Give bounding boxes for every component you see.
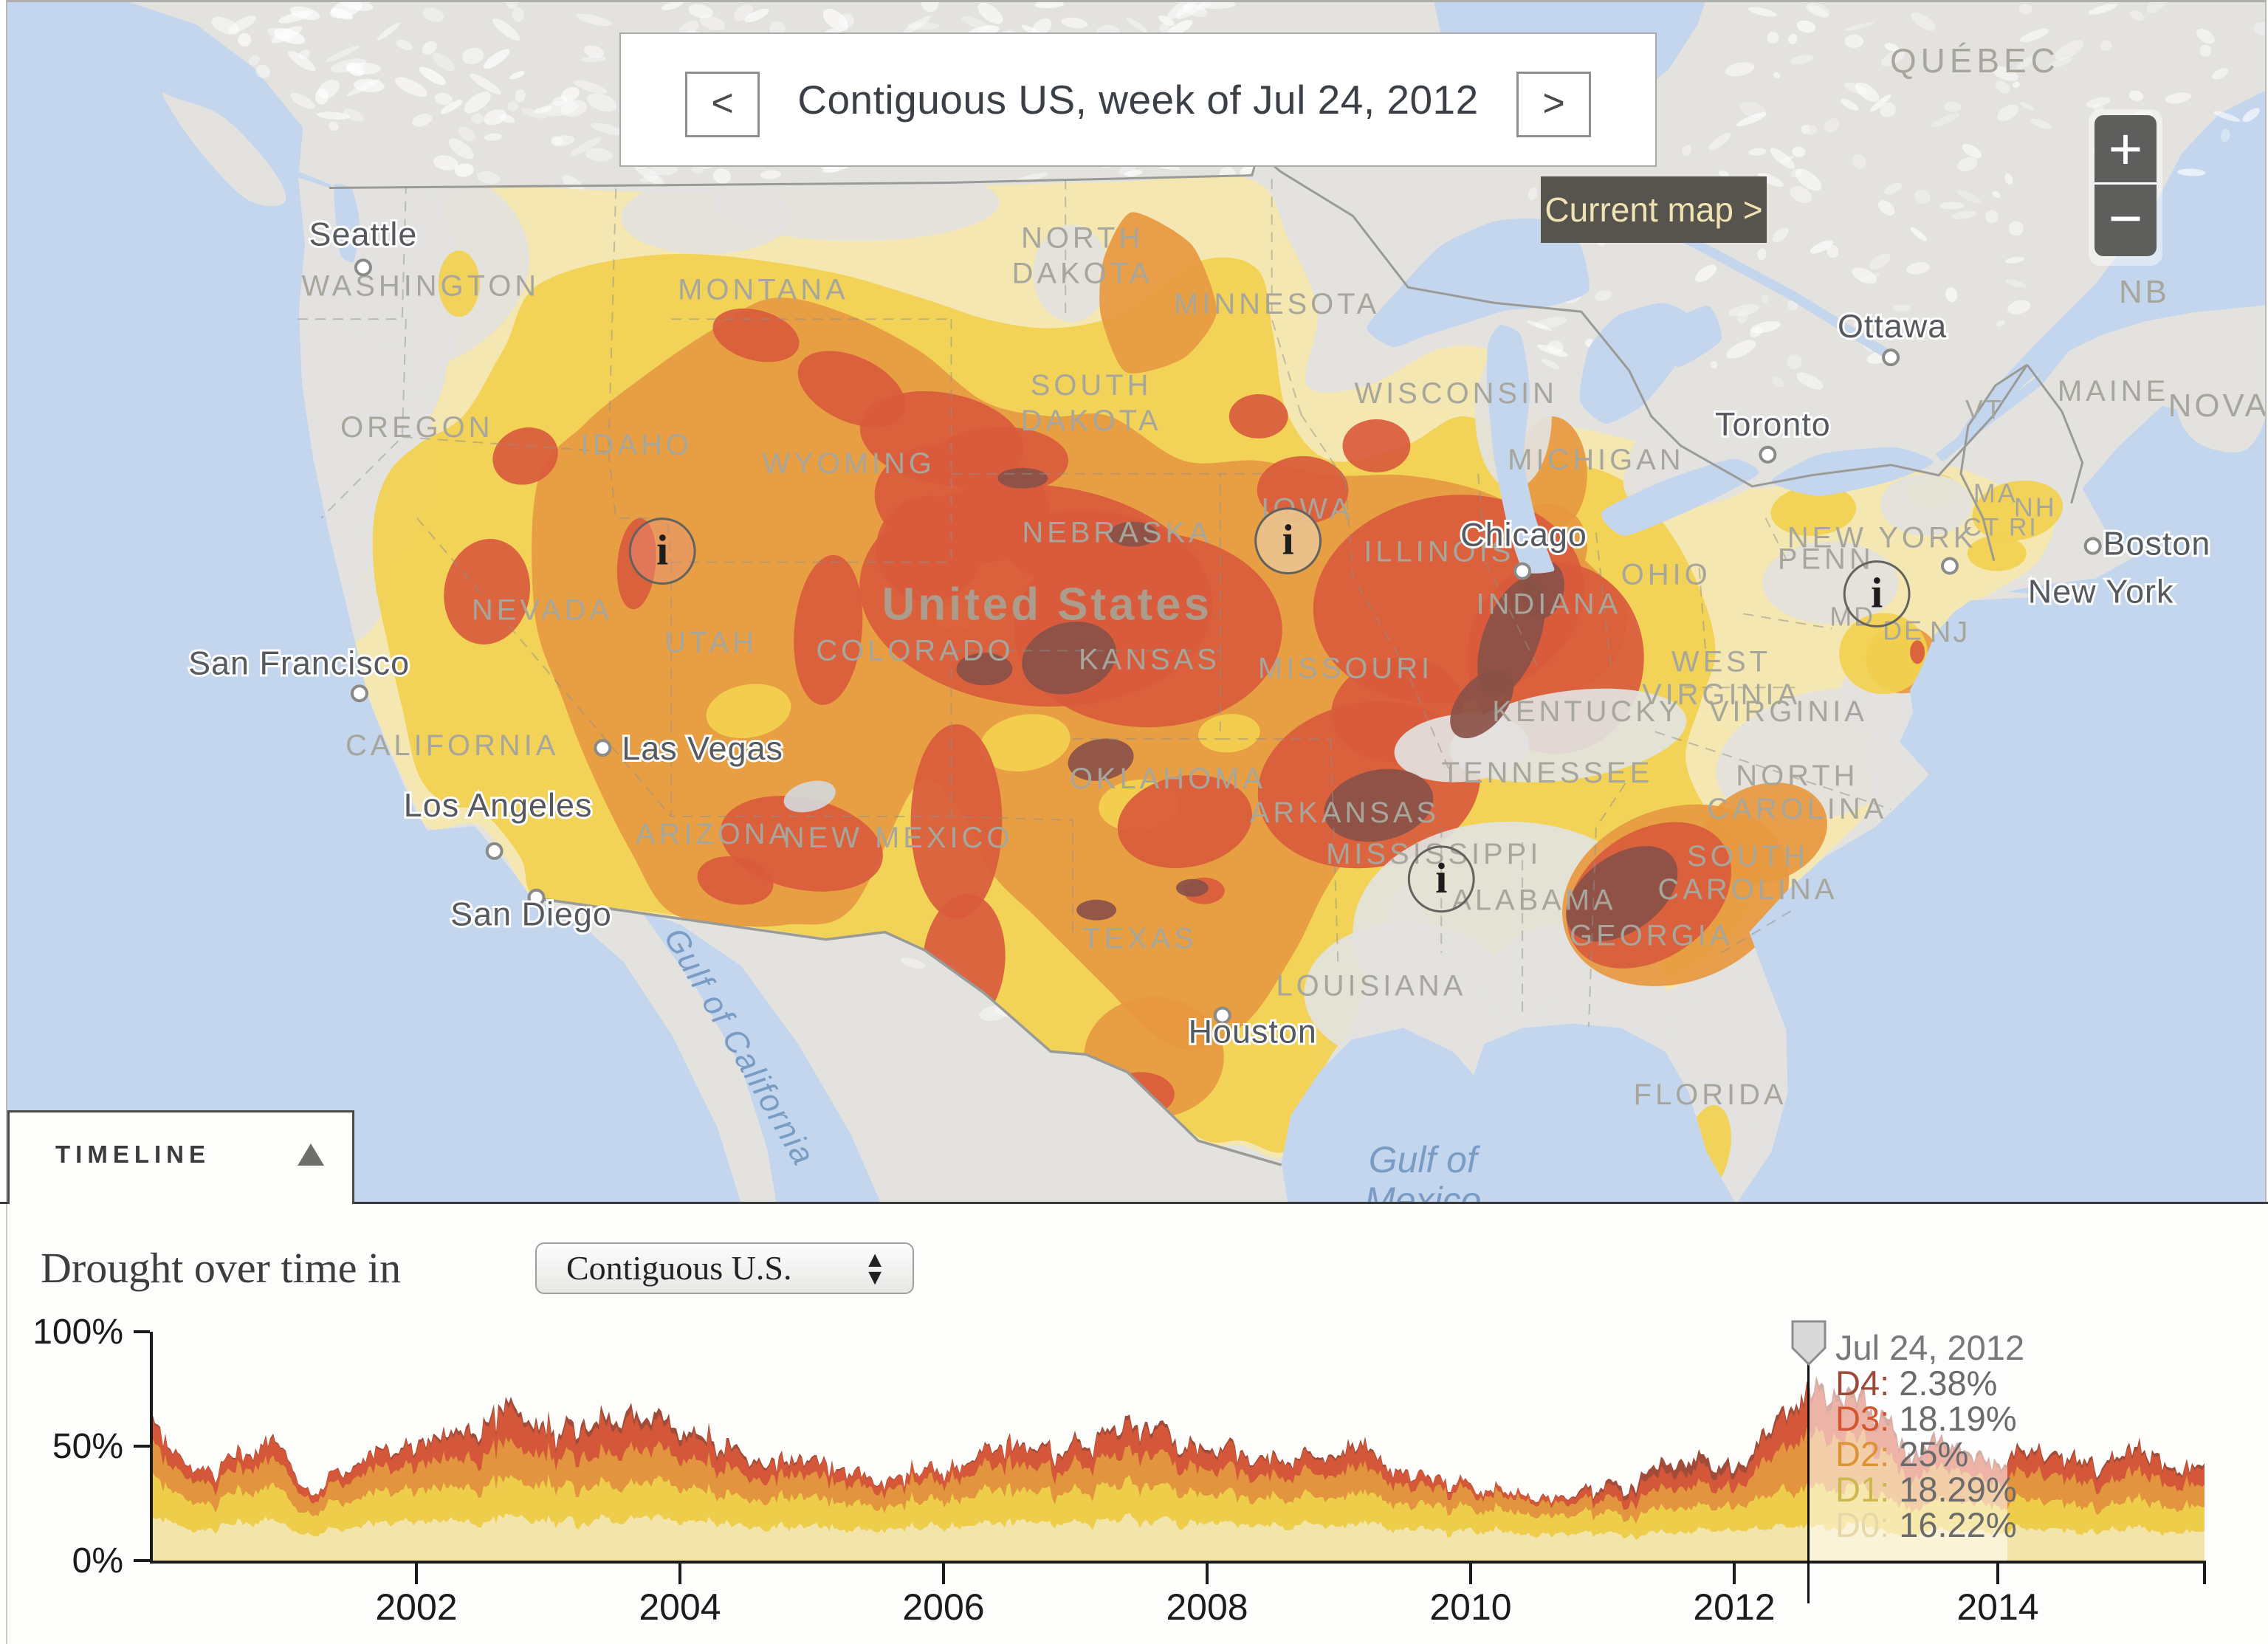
svg-text:D3: 18.19%: D3: 18.19% [1835, 1399, 2017, 1438]
svg-text:2012: 2012 [1693, 1586, 1775, 1628]
svg-text:DAKOTA: DAKOTA [1012, 257, 1153, 289]
svg-text:Los Angeles: Los Angeles [404, 786, 593, 824]
svg-text:Toronto: Toronto [1715, 405, 1831, 443]
svg-text:WISCONSIN: WISCONSIN [1354, 377, 1558, 410]
svg-text:WASHINGTON: WASHINGTON [301, 269, 540, 302]
svg-text:FLORIDA: FLORIDA [1634, 1079, 1787, 1111]
svg-text:D4: 2.38%: D4: 2.38% [1835, 1363, 1997, 1403]
svg-text:MISSOURI: MISSOURI [1258, 652, 1433, 684]
svg-text:KENTUCKY: KENTUCKY [1492, 695, 1682, 728]
svg-text:CT: CT [1963, 514, 2001, 542]
svg-text:Mexico: Mexico [1364, 1180, 1481, 1203]
svg-text:MISSISSIPPI: MISSISSIPPI [1326, 838, 1542, 870]
svg-text:PENN: PENN [1778, 543, 1874, 576]
svg-text:TENNESSEE: TENNESSEE [1442, 757, 1654, 789]
svg-text:LOUISIANA: LOUISIANA [1276, 970, 1466, 1002]
svg-text:DE: DE [1883, 615, 1924, 645]
svg-text:D0: 16.22%: D0: 16.22% [1835, 1505, 2017, 1544]
svg-text:i: i [1435, 854, 1447, 902]
svg-text:Chicago: Chicago [1460, 516, 1587, 554]
svg-text:ILLINOIS: ILLINOIS [1364, 536, 1514, 568]
svg-text:NJ: NJ [1930, 616, 1970, 648]
svg-text:2002: 2002 [375, 1586, 457, 1628]
svg-text:D2: 25%: D2: 25% [1835, 1434, 1968, 1473]
svg-text:2008: 2008 [1166, 1586, 1248, 1628]
svg-text:CAROLINA: CAROLINA [1657, 873, 1838, 906]
svg-text:TEXAS: TEXAS [1082, 923, 1197, 955]
svg-text:QUÉBEC: QUÉBEC [1890, 41, 2060, 80]
svg-text:CALIFORNIA: CALIFORNIA [346, 729, 559, 762]
svg-text:COLORADO: COLORADO [816, 634, 1014, 667]
svg-text:ARKANSAS: ARKANSAS [1250, 797, 1440, 829]
svg-text:0%: 0% [72, 1541, 123, 1581]
svg-text:i: i [1282, 516, 1294, 564]
svg-text:OREGON: OREGON [340, 411, 493, 444]
svg-text:100%: 100% [32, 1313, 123, 1352]
svg-text:NOVA: NOVA [2168, 388, 2267, 424]
svg-text:2006: 2006 [902, 1586, 984, 1628]
svg-text:NORTH: NORTH [1736, 760, 1858, 792]
svg-text:NEVADA: NEVADA [472, 594, 613, 626]
svg-text:KANSAS: KANSAS [1079, 643, 1220, 675]
svg-text:D1: 18.29%: D1: 18.29% [1835, 1470, 2017, 1509]
svg-text:NEW MEXICO: NEW MEXICO [783, 822, 1014, 854]
svg-text:ALABAMA: ALABAMA [1451, 884, 1616, 917]
svg-text:WEST: WEST [1671, 645, 1771, 678]
svg-text:NEBRASKA: NEBRASKA [1022, 517, 1212, 549]
svg-text:2004: 2004 [639, 1586, 721, 1628]
svg-text:MA: MA [1973, 478, 2018, 509]
svg-text:Jul 24, 2012: Jul 24, 2012 [1835, 1328, 2024, 1367]
svg-text:MAINE: MAINE [2058, 375, 2169, 407]
svg-text:SOUTH: SOUTH [1687, 840, 1809, 873]
svg-text:WYOMING: WYOMING [762, 447, 935, 480]
svg-text:New York: New York [2028, 572, 2174, 610]
svg-text:VIRGINIA: VIRGINIA [1642, 678, 1801, 711]
svg-text:Ottawa: Ottawa [1838, 307, 1947, 345]
svg-text:RI: RI [2009, 514, 2038, 542]
svg-text:IDAHO: IDAHO [581, 429, 693, 461]
svg-text:Houston: Houston [1189, 1012, 1317, 1050]
svg-text:Seattle: Seattle [309, 215, 418, 252]
svg-text:NORTH: NORTH [1021, 221, 1144, 254]
svg-text:Gulf of: Gulf of [1369, 1139, 1481, 1180]
svg-text:OKLAHOMA: OKLAHOMA [1070, 763, 1266, 795]
svg-text:MD: MD [1829, 601, 1875, 631]
svg-text:NH: NH [2014, 492, 2057, 523]
svg-text:2014: 2014 [1956, 1586, 2038, 1628]
svg-text:i: i [1871, 568, 1883, 616]
svg-text:i: i [656, 526, 668, 574]
svg-text:DAKOTA: DAKOTA [1021, 405, 1162, 437]
svg-text:NEW YORK: NEW YORK [1787, 522, 1977, 554]
svg-text:MICHIGAN: MICHIGAN [1508, 444, 1684, 476]
svg-text:GEORGIA: GEORGIA [1570, 920, 1733, 952]
svg-text:United States: United States [882, 579, 1212, 630]
svg-text:INDIANA: INDIANA [1477, 588, 1622, 620]
svg-text:Boston: Boston [2103, 525, 2211, 563]
svg-text:San Diego: San Diego [450, 895, 612, 933]
svg-text:OHIO: OHIO [1621, 559, 1711, 591]
svg-text:San Francisco: San Francisco [188, 644, 410, 681]
svg-text:UTAH: UTAH [664, 626, 757, 658]
svg-text:MINNESOTA: MINNESOTA [1174, 288, 1380, 320]
svg-text:VIRGINIA: VIRGINIA [1709, 695, 1868, 728]
svg-text:NB: NB [2119, 274, 2170, 310]
svg-text:2010: 2010 [1429, 1586, 1511, 1628]
svg-text:ARIZONA: ARIZONA [636, 818, 792, 850]
svg-text:VT: VT [1965, 394, 2004, 424]
svg-text:50%: 50% [52, 1427, 123, 1466]
svg-text:MONTANA: MONTANA [678, 273, 849, 306]
svg-text:CAROLINA: CAROLINA [1707, 793, 1887, 825]
svg-text:Las Vegas: Las Vegas [622, 729, 783, 767]
svg-text:SOUTH: SOUTH [1031, 369, 1152, 402]
